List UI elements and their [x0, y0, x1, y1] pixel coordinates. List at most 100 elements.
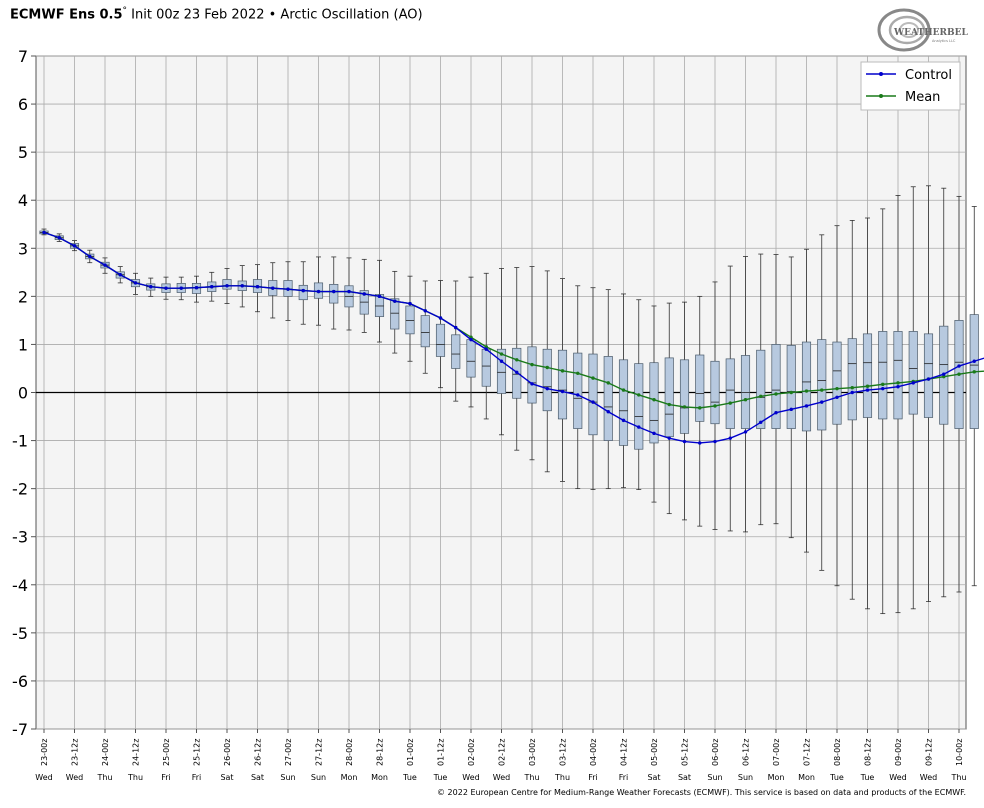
x-day-label: Fri: [588, 773, 598, 782]
box-plot: [649, 305, 659, 503]
mean-point: [667, 402, 671, 407]
control-point: [255, 285, 260, 289]
control-point: [454, 325, 458, 330]
mean-point: [804, 389, 809, 393]
x-tick-label: 27-12z: [315, 739, 324, 766]
x-tick-label: 05-00z: [650, 739, 659, 766]
control-point: [698, 441, 702, 445]
mean-point: [759, 394, 763, 399]
control-point: [57, 236, 61, 240]
control-point: [133, 281, 138, 285]
y-tick-label: -5: [12, 624, 28, 643]
x-tick-label: 01-00z: [406, 739, 415, 766]
x-day-label: Fri: [619, 773, 629, 782]
init-time: Init 00z 23 Feb 2022: [127, 7, 265, 23]
mean-point: [728, 401, 732, 405]
box-iqr: [847, 338, 857, 421]
x-tick-label: 07-00z: [772, 739, 781, 766]
control-point: [530, 382, 534, 386]
x-tick-label: 06-00z: [711, 739, 720, 766]
mean-point: [835, 386, 839, 391]
box-plot: [893, 195, 903, 614]
control-point: [499, 359, 504, 363]
y-tick-label: 7: [18, 47, 28, 66]
control-point: [591, 400, 595, 404]
mean-point: [499, 352, 504, 356]
box-plot: [420, 280, 430, 374]
control-point: [347, 289, 351, 294]
mean-point: [942, 374, 946, 379]
x-tick-label: 03-00z: [528, 739, 537, 766]
control-point: [286, 287, 290, 291]
x-day-label: Sun: [311, 773, 326, 782]
box-plot: [573, 285, 583, 490]
control-point: [362, 292, 366, 296]
x-tick-label: 23-12z: [71, 739, 80, 766]
box-iqr: [695, 354, 705, 422]
box-plot: [603, 289, 613, 490]
y-tick-label: 0: [18, 384, 28, 403]
box-iqr: [740, 355, 751, 429]
control-point: [896, 385, 900, 389]
x-day-label: Wed: [889, 773, 906, 782]
x-tick-label: 06-12z: [742, 739, 751, 766]
box-iqr: [756, 349, 766, 429]
control-point: [225, 284, 229, 288]
legend: Control Mean: [860, 61, 961, 111]
x-tick-label: 09-12z: [925, 739, 934, 766]
box-plot: [679, 301, 690, 521]
box-plot: [908, 186, 918, 610]
box-iqr: [725, 358, 735, 429]
x-day-label: Thu: [950, 773, 966, 782]
box-iqr: [893, 331, 903, 420]
mean-point: [789, 390, 793, 395]
box-iqr: [817, 339, 827, 431]
control-point: [759, 420, 763, 425]
mean-point: [621, 388, 626, 392]
box-plot: [801, 248, 812, 553]
mean-point: [576, 371, 580, 375]
x-day-label: Wed: [462, 773, 479, 782]
y-tick-label: -4: [12, 576, 28, 595]
box-iqr: [649, 362, 659, 444]
control-series-line: [43, 231, 984, 444]
box-iqr: [603, 356, 613, 441]
control-point: [881, 386, 885, 391]
control-point: [316, 289, 321, 294]
box-plot: [695, 295, 705, 527]
mean-point: [972, 370, 976, 374]
box-plot: [374, 259, 385, 343]
control-point: [164, 286, 168, 290]
box-iqr: [878, 331, 888, 420]
legend-control-marker: [879, 72, 883, 76]
box-iqr: [679, 359, 690, 434]
box-iqr: [298, 284, 308, 301]
control-point: [515, 370, 519, 375]
control-point: [728, 436, 732, 440]
y-tick-label: -7: [12, 720, 28, 739]
control-point: [835, 395, 839, 400]
control-point: [774, 410, 778, 415]
x-day-label: Sat: [678, 773, 691, 782]
x-tick-label: 24-00z: [101, 739, 110, 766]
legend-mean-marker: [879, 94, 883, 98]
box-iqr: [451, 334, 461, 369]
box-plot: [390, 270, 400, 354]
legend-control-label: Control: [905, 68, 952, 83]
x-day-label: Sat: [220, 773, 233, 782]
x-day-label: Sun: [280, 773, 295, 782]
control-point: [621, 418, 626, 423]
control-point: [393, 299, 397, 303]
mean-point: [820, 388, 824, 392]
control-point: [560, 389, 565, 394]
x-tick-label: 24-12z: [132, 739, 141, 766]
control-point: [743, 430, 748, 434]
box-iqr: [527, 346, 537, 404]
box-iqr: [390, 298, 400, 330]
control-point: [667, 436, 671, 440]
mean-point: [698, 406, 702, 410]
box-iqr: [481, 348, 491, 387]
logo-subtext: Analytics LLC: [932, 39, 956, 43]
y-tick-label: 6: [18, 95, 28, 114]
